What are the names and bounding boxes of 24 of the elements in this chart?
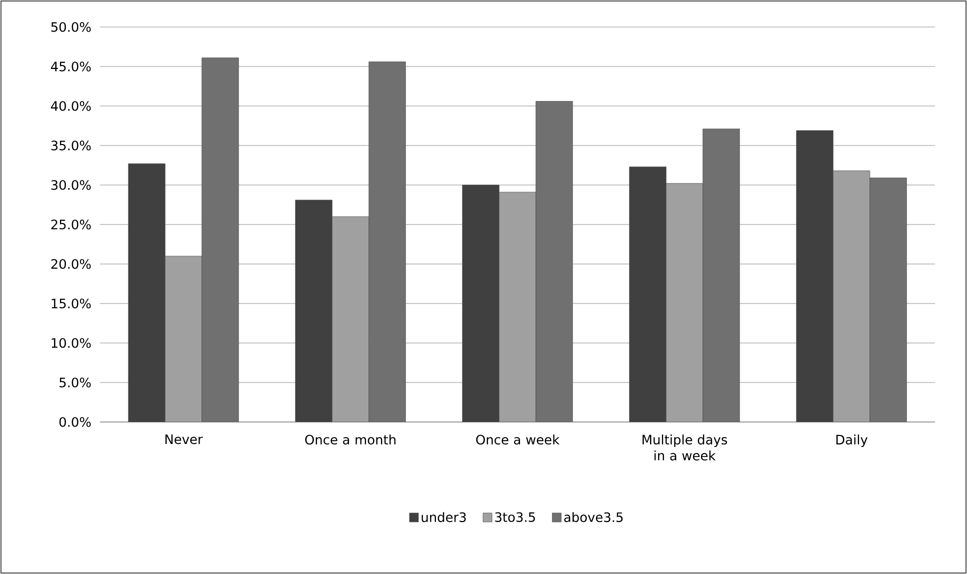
bar bbox=[702, 128, 740, 422]
legend-label: above3.5 bbox=[564, 512, 623, 522]
bar bbox=[536, 101, 573, 422]
x-tick-label: Once a week bbox=[476, 434, 560, 445]
x-tick-label: Daily bbox=[836, 434, 868, 448]
y-tick-label: 45.0% bbox=[50, 62, 91, 72]
y-tick-label: 30.0% bbox=[51, 180, 91, 190]
y-tick-label: 5.0% bbox=[60, 378, 91, 388]
legend-label: under3 bbox=[422, 512, 466, 522]
y-tick-label: 20.0% bbox=[51, 259, 91, 269]
y-tick-label: 40.0% bbox=[50, 101, 91, 111]
bar bbox=[368, 62, 406, 422]
bar bbox=[870, 178, 907, 422]
y-tick-label: 25.0% bbox=[51, 220, 91, 230]
y-tick-label: 10.0% bbox=[52, 338, 91, 348]
x-tick-label: Once a month bbox=[305, 434, 396, 445]
y-tick-label: 0.0% bbox=[59, 417, 91, 427]
y-tick-label: 50.0% bbox=[51, 22, 91, 32]
y-tick-label: 15.0% bbox=[52, 298, 91, 308]
x-tick-label: Multiple days in a week bbox=[642, 434, 728, 460]
x-tick-label: Never bbox=[165, 434, 203, 444]
bar bbox=[202, 58, 239, 422]
legend-label: 3to3.5 bbox=[495, 512, 535, 522]
y-tick-label: 35.0% bbox=[51, 140, 91, 150]
